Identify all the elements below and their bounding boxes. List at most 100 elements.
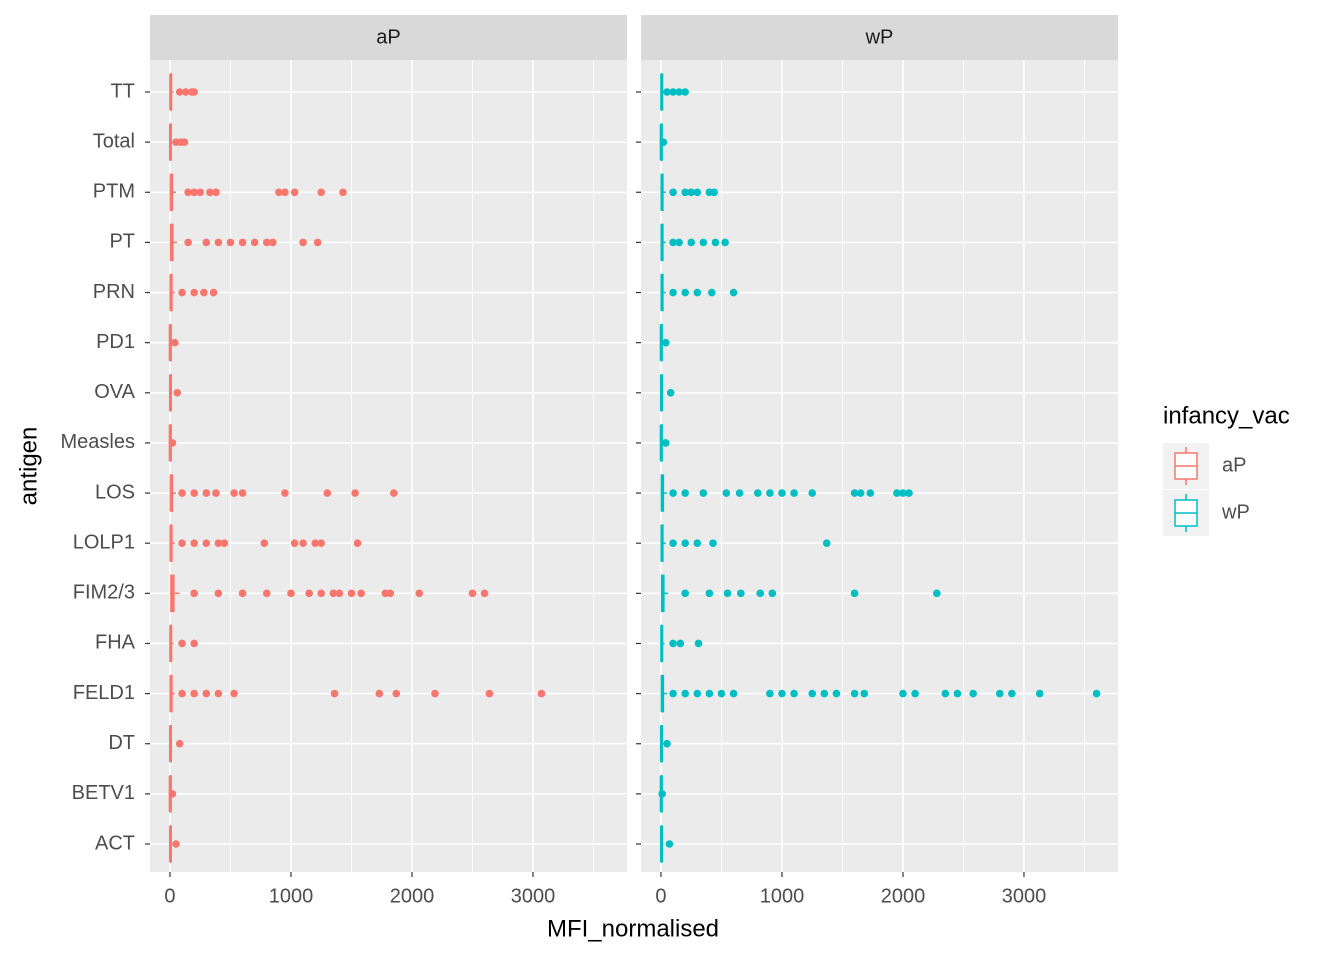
outlier — [190, 288, 198, 297]
outlier — [290, 188, 299, 197]
outlier — [178, 288, 186, 297]
outlier — [311, 539, 319, 547]
outlier — [262, 238, 271, 247]
outlier — [756, 589, 764, 598]
outlier — [832, 689, 841, 698]
outlier — [220, 539, 229, 547]
outlier — [313, 238, 322, 247]
outlier — [299, 238, 307, 247]
outlier — [262, 589, 271, 598]
outlier — [335, 589, 344, 598]
outlier — [659, 138, 668, 146]
x-tick-label: 0 — [655, 885, 666, 907]
y-tick-label: PT — [109, 231, 135, 253]
outlier — [175, 88, 184, 96]
outlier — [415, 589, 424, 598]
outlier — [766, 489, 774, 497]
outlier — [933, 589, 941, 598]
outlier — [699, 238, 708, 247]
outlier — [317, 539, 326, 547]
outlier — [178, 489, 186, 497]
outlier — [663, 88, 671, 96]
outlier — [669, 639, 677, 648]
outlier — [214, 238, 223, 247]
y-tick-label: FELD1 — [73, 682, 135, 704]
outlier — [1008, 689, 1016, 698]
outlier — [212, 489, 220, 497]
y-tick-label: PD1 — [96, 331, 135, 353]
outlier — [171, 338, 179, 347]
outlier — [729, 689, 738, 698]
outlier — [202, 489, 211, 497]
outlier — [675, 238, 683, 247]
outlier — [260, 539, 269, 547]
outlier — [856, 489, 865, 497]
outlier — [386, 589, 394, 598]
outlier — [669, 238, 677, 247]
outlier — [287, 589, 295, 598]
outlier — [190, 489, 198, 497]
outlier — [687, 188, 696, 197]
outlier — [790, 689, 798, 698]
outlier — [721, 238, 729, 247]
y-tick-label: FHA — [95, 632, 136, 654]
outlier — [196, 188, 205, 197]
y-tick-label: LOS — [95, 481, 135, 503]
y-tick-label: PRN — [93, 281, 135, 303]
outlier — [212, 188, 220, 197]
outlier — [694, 639, 703, 648]
outlier — [202, 689, 211, 698]
outlier — [707, 288, 716, 297]
outlier — [681, 589, 689, 598]
strip-background — [150, 15, 627, 60]
outlier — [181, 88, 190, 96]
outlier — [347, 589, 356, 598]
outlier — [431, 689, 439, 698]
outlier — [190, 539, 198, 547]
outlier — [269, 238, 277, 247]
outlier — [351, 489, 359, 497]
outlier — [666, 389, 675, 397]
outlier — [184, 238, 192, 247]
outlier — [693, 188, 702, 197]
x-tick-label: 3000 — [1002, 885, 1047, 907]
outlier — [202, 238, 211, 247]
outlier — [175, 739, 184, 748]
outlier — [190, 188, 198, 197]
outlier — [860, 689, 869, 698]
outlier — [317, 589, 326, 598]
outlier — [190, 589, 198, 598]
outlier — [722, 489, 731, 497]
outlier — [206, 188, 214, 197]
y-tick-label: Total — [93, 130, 135, 152]
outlier — [850, 689, 859, 698]
outlier — [190, 639, 198, 648]
outlier — [681, 689, 689, 698]
outlier — [390, 489, 398, 497]
outlier — [178, 539, 186, 547]
x-tick-label: 2000 — [390, 885, 435, 907]
outlier — [711, 238, 720, 247]
outlier — [995, 689, 1004, 698]
outlier — [392, 689, 401, 698]
outlier — [339, 188, 347, 197]
outlier — [905, 489, 913, 497]
outlier — [729, 288, 738, 297]
outlier — [323, 489, 332, 497]
outlier — [953, 689, 962, 698]
legend-label: aP — [1222, 454, 1246, 476]
outlier — [184, 188, 192, 197]
y-tick-label: DT — [108, 732, 135, 754]
strip-label: aP — [376, 26, 400, 48]
outlier — [778, 489, 786, 497]
outlier — [209, 288, 218, 297]
x-tick-label: 0 — [164, 885, 175, 907]
outlier — [168, 790, 177, 798]
y-tick-label: BETV1 — [72, 782, 135, 804]
outlier — [357, 589, 365, 598]
outlier — [723, 589, 732, 598]
outlier — [172, 840, 180, 848]
legend-label: wP — [1221, 501, 1250, 523]
outlier — [737, 589, 745, 598]
